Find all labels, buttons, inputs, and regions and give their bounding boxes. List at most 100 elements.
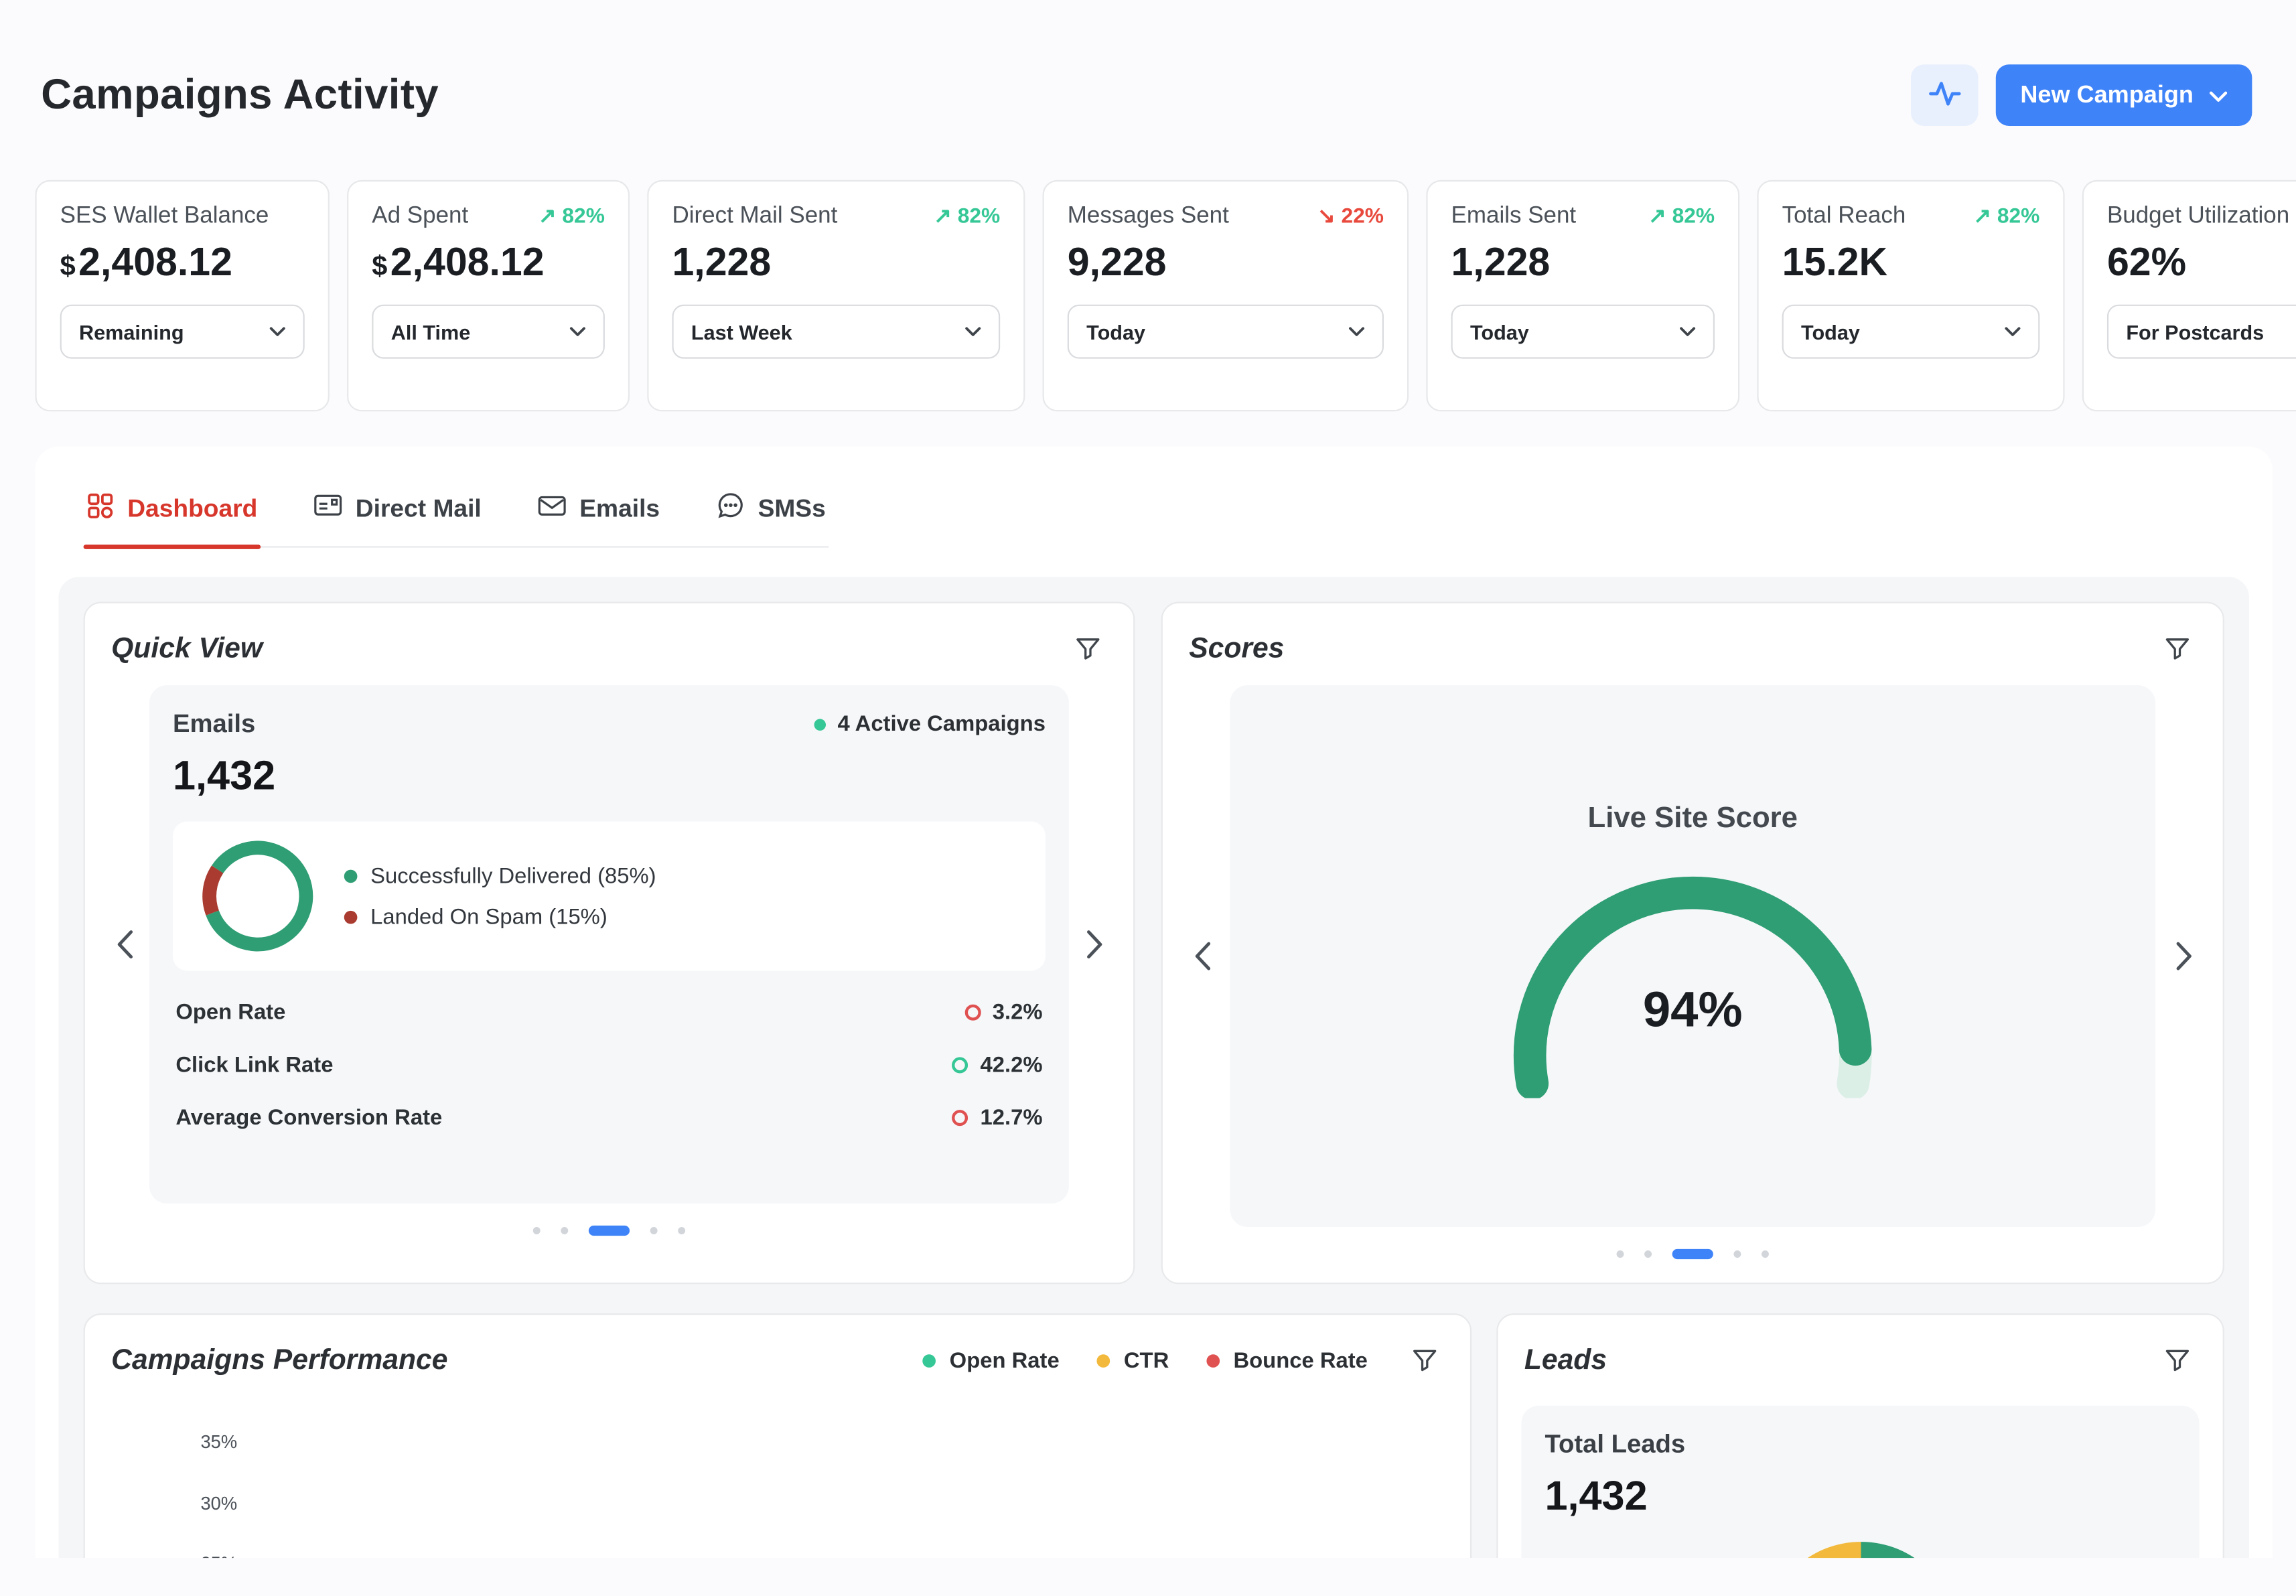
chevron-down-icon — [1680, 327, 1696, 337]
carousel-dot[interactable] — [1733, 1250, 1741, 1258]
carousel-dot[interactable] — [650, 1227, 658, 1234]
campaigns-activity-page: Campaigns Activity New Campaign SES Wall… — [0, 0, 2296, 1596]
stat-average-conversion-rate: Average Conversion Rate 12.7% — [173, 1091, 1046, 1144]
stat-dropdown[interactable]: Remaining — [60, 305, 305, 359]
filter-icon[interactable] — [1069, 630, 1107, 668]
delivery-donut-chart — [196, 835, 319, 958]
leads-donut — [1764, 1542, 1957, 1558]
stat-card-direct-mail-sent: Direct Mail Sent ↗82% 1,228 Last Week — [647, 180, 1025, 411]
legend-item-spam: Landed On Spam (15%) — [344, 904, 656, 929]
carousel-dot[interactable] — [1762, 1250, 1769, 1258]
filter-icon[interactable] — [1406, 1341, 1444, 1380]
stat-value: 1,228 — [672, 240, 1000, 286]
new-campaign-label: New Campaign — [2020, 81, 2194, 109]
stat-dropdown[interactable]: Last Week — [672, 305, 1000, 359]
stat-dropdown[interactable]: All Time — [372, 305, 605, 359]
chevron-left-icon — [1194, 942, 1210, 971]
filter-icon[interactable] — [2158, 1341, 2196, 1380]
carousel-dot-active[interactable] — [1672, 1249, 1713, 1259]
chevron-right-icon — [2175, 942, 2192, 971]
stat-value: 15.2K — [1782, 240, 2040, 286]
legend-ctr: CTR — [1098, 1348, 1169, 1372]
tab-emails[interactable]: Emails — [534, 485, 662, 547]
chevron-down-icon — [1348, 327, 1364, 337]
stat-value: $2,408.12 — [60, 240, 305, 286]
email-stats: Open Rate 3.2% Click Link Rate 42.2% Ave… — [173, 985, 1046, 1143]
delivery-donut-box: Successfully Delivered (85%) Landed On S… — [173, 821, 1046, 970]
carousel-dot[interactable] — [561, 1227, 568, 1234]
stat-card-total-reach: Total Reach ↗82% 15.2K Today — [1757, 180, 2064, 411]
stat-click-link-rate: Click Link Rate 42.2% — [173, 1038, 1046, 1091]
stat-title: Budget Utilization — [2107, 204, 2289, 230]
carousel-next-button[interactable] — [2164, 931, 2202, 981]
total-leads-card: Total Leads 1,432 — [1521, 1406, 2199, 1558]
carousel-dot[interactable] — [1644, 1250, 1652, 1258]
y-axis-tick: 25% — [184, 1554, 237, 1558]
tab-direct-mail[interactable]: Direct Mail — [310, 485, 484, 547]
chevron-left-icon — [117, 930, 133, 959]
ring-icon — [952, 1109, 968, 1125]
carousel-dots — [109, 1226, 1110, 1236]
carousel-prev-button[interactable] — [1183, 931, 1221, 981]
campaigns-performance-card: Campaigns Performance Open Rate CTR — [84, 1313, 1472, 1558]
scores-card: Scores Live Site Score — [1161, 602, 2224, 1285]
carousel-prev-button[interactable] — [105, 920, 143, 969]
tab-smss[interactable]: SMSs — [713, 485, 829, 547]
stat-value: 9,228 — [1068, 240, 1384, 286]
stat-dropdown[interactable]: Today — [1068, 305, 1384, 359]
carousel-dot[interactable] — [678, 1227, 685, 1234]
red-dot-icon — [1207, 1354, 1220, 1367]
dashboard-grid-icon — [86, 491, 115, 526]
stat-dropdown[interactable]: Today — [1782, 305, 2040, 359]
scores-carousel: Live Site Score 94% — [1186, 685, 2200, 1227]
quick-view-title: Quick View — [111, 632, 263, 665]
stat-title: Direct Mail Sent — [672, 204, 837, 230]
filter-icon[interactable] — [2158, 630, 2196, 668]
new-campaign-button[interactable]: New Campaign — [1995, 64, 2252, 126]
stat-value: 1,228 — [1451, 240, 1715, 286]
total-leads-label: Total Leads — [1545, 1429, 2175, 1460]
yellow-dot-icon — [1098, 1354, 1111, 1367]
trend-down-icon: ↘ — [1317, 205, 1336, 228]
trend-badge: ↗82% — [934, 205, 1000, 228]
dashboard-content: Quick View Emails — [58, 577, 2249, 1558]
chevron-right-icon — [1086, 930, 1102, 959]
topbar-actions: New Campaign — [1910, 64, 2252, 126]
page-title: Campaigns Activity — [41, 71, 439, 119]
stat-dropdown[interactable]: Today — [1451, 305, 1715, 359]
green-dot-icon — [923, 1354, 936, 1367]
postcard-icon — [313, 492, 342, 526]
campaigns-performance-title: Campaigns Performance — [111, 1344, 447, 1377]
stat-title: Ad Spent — [372, 204, 468, 230]
gauge-label: Live Site Score — [1253, 802, 2132, 836]
leads-card: Leads Total Leads 1,432 — [1496, 1313, 2224, 1558]
chevron-down-icon — [2005, 327, 2021, 337]
stat-title: Total Reach — [1782, 204, 1906, 230]
carousel-next-button[interactable] — [1075, 920, 1113, 969]
chevron-down-icon — [569, 327, 585, 337]
carousel-dot-active[interactable] — [589, 1226, 630, 1236]
ring-icon — [952, 1056, 968, 1072]
quick-view-carousel: Emails 4 Active Campaigns 1,432 — [109, 685, 1110, 1204]
active-campaigns: 4 Active Campaigns — [814, 711, 1046, 736]
legend-item-delivered: Successfully Delivered (85%) — [344, 863, 656, 888]
stat-dropdown[interactable]: For Postcards — [2107, 305, 2296, 359]
red-dot-icon — [344, 910, 358, 924]
stat-open-rate: Open Rate 3.2% — [173, 985, 1046, 1038]
y-axis-tick: 30% — [184, 1493, 237, 1554]
green-dot-icon — [344, 869, 358, 883]
activity-button[interactable] — [1910, 64, 1978, 126]
trend-badge: ↘22% — [1317, 205, 1384, 228]
site-score-gauge: 94% — [1480, 857, 1905, 1106]
trend-up-icon: ↗ — [934, 205, 952, 228]
carousel-dot[interactable] — [1617, 1250, 1624, 1258]
emails-count: 1,432 — [173, 753, 1046, 800]
carousel-dot[interactable] — [533, 1227, 541, 1234]
ring-icon — [964, 1004, 981, 1020]
open-rate-line-peek — [372, 1556, 430, 1558]
emails-label: Emails — [173, 709, 255, 739]
leads-title: Leads — [1524, 1344, 1607, 1377]
emails-summary-card: Emails 4 Active Campaigns 1,432 — [149, 685, 1069, 1204]
tab-dashboard[interactable]: Dashboard — [84, 485, 261, 547]
stat-title: Messages Sent — [1068, 204, 1229, 230]
